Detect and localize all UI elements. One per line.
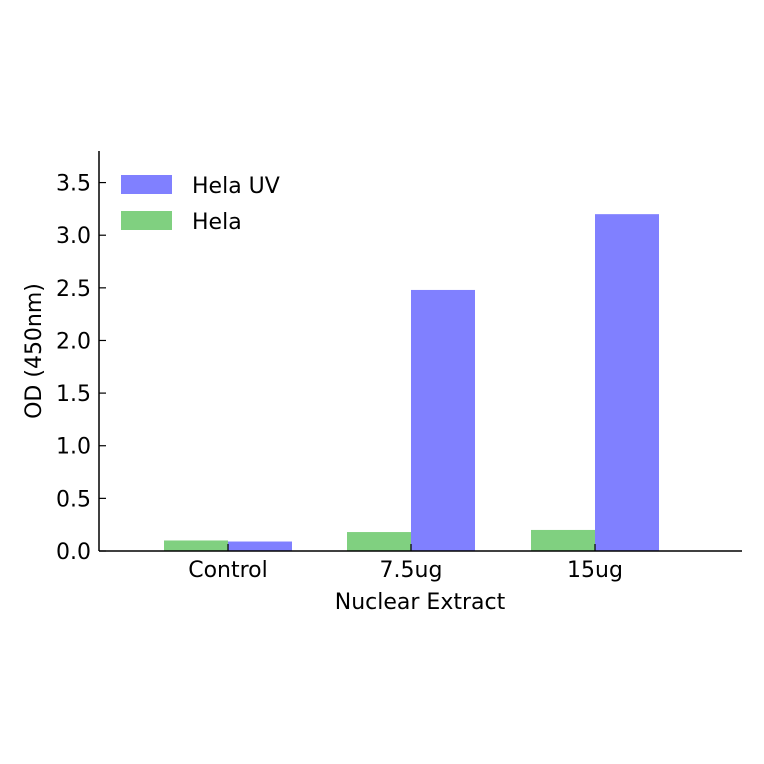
bar-hela-uv-15ug — [595, 214, 659, 551]
y-tick-label: 3.0 — [56, 224, 91, 249]
x-tick-label: 7.5ug — [380, 558, 443, 583]
legend-label-hela-uv: Hela UV — [192, 174, 280, 199]
y-ticks-group: 0.0 0.5 1.0 1.5 2.0 2.5 3.0 3.5 — [56, 172, 106, 565]
legend: Hela UV Hela — [121, 174, 280, 235]
x-tick-label: 15ug — [567, 558, 623, 583]
x-ticks-group: Control 7.5ug 15ug — [188, 544, 623, 583]
bar-hela-uv-control — [228, 541, 292, 551]
y-tick-label: 2.0 — [56, 329, 91, 354]
bar-hela-control — [164, 540, 228, 551]
bar-hela-uv-7-5ug — [411, 289, 475, 551]
y-tick-label: 2.5 — [56, 277, 91, 302]
y-tick-label: 1.0 — [56, 435, 91, 460]
y-tick-label: 3.5 — [56, 172, 91, 197]
y-tick-label: 0.0 — [56, 540, 91, 565]
y-tick-label: 1.5 — [56, 382, 91, 407]
x-tick-label: Control — [188, 558, 268, 583]
bars-group — [164, 214, 659, 551]
legend-swatch-hela-uv — [121, 175, 172, 194]
x-axis-label: Nuclear Extract — [335, 590, 506, 615]
bar-hela-7-5ug — [347, 532, 411, 551]
y-axis-label: OD (450nm) — [22, 283, 47, 419]
legend-label-hela: Hela — [192, 210, 242, 235]
bar-hela-15ug — [531, 529, 595, 551]
y-tick-label: 0.5 — [56, 487, 91, 512]
axes-group — [98, 151, 742, 552]
legend-swatch-hela — [121, 211, 172, 230]
